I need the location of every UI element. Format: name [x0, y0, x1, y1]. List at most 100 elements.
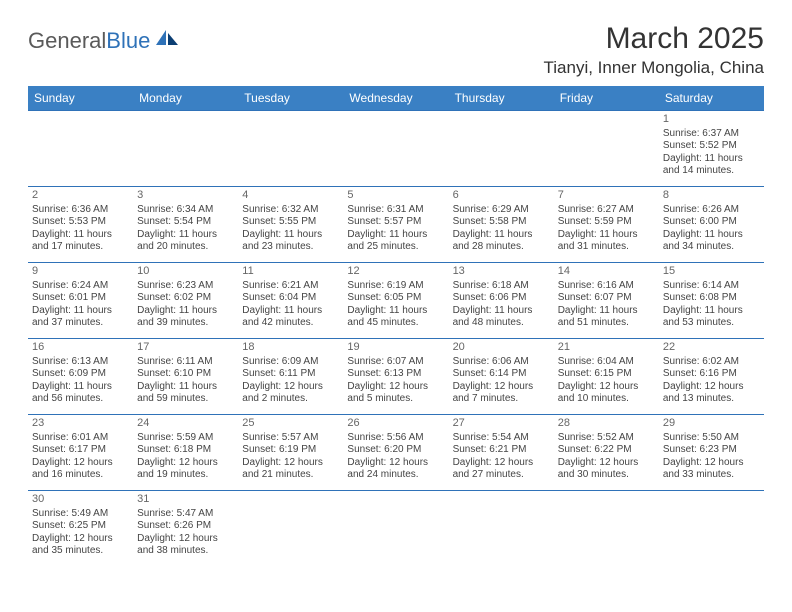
day-info: Sunrise: 6:13 AMSunset: 6:09 PMDaylight:… [32, 356, 129, 406]
sunrise-text: Sunrise: 6:26 AM [663, 204, 760, 217]
sunrise-text: Sunrise: 5:56 AM [347, 432, 444, 445]
sunset-text: Sunset: 6:13 PM [347, 368, 444, 381]
sunset-text: Sunset: 5:52 PM [663, 140, 760, 153]
sunset-text: Sunset: 6:02 PM [137, 292, 234, 305]
daylight-text: Daylight: 11 hours and 48 minutes. [453, 305, 550, 330]
sunrise-text: Sunrise: 6:23 AM [137, 280, 234, 293]
sunrise-text: Sunrise: 5:54 AM [453, 432, 550, 445]
day-number: 12 [347, 265, 444, 279]
day-number: 13 [453, 265, 550, 279]
day-info: Sunrise: 6:26 AMSunset: 6:00 PMDaylight:… [663, 204, 760, 254]
day-number: 14 [558, 265, 655, 279]
day-info: Sunrise: 6:11 AMSunset: 6:10 PMDaylight:… [137, 356, 234, 406]
day-number: 8 [663, 189, 760, 203]
sunset-text: Sunset: 6:14 PM [453, 368, 550, 381]
day-info: Sunrise: 6:18 AMSunset: 6:06 PMDaylight:… [453, 280, 550, 330]
calendar-day-cell: 27Sunrise: 5:54 AMSunset: 6:21 PMDayligh… [449, 415, 554, 491]
calendar-day-cell: 26Sunrise: 5:56 AMSunset: 6:20 PMDayligh… [343, 415, 448, 491]
logo-sail-icon [154, 28, 180, 54]
calendar-day-cell [28, 111, 133, 187]
daylight-text: Daylight: 11 hours and 45 minutes. [347, 305, 444, 330]
day-number: 1 [663, 113, 760, 127]
day-info: Sunrise: 6:21 AMSunset: 6:04 PMDaylight:… [242, 280, 339, 330]
sunset-text: Sunset: 6:25 PM [32, 520, 129, 533]
daylight-text: Daylight: 12 hours and 13 minutes. [663, 381, 760, 406]
daylight-text: Daylight: 12 hours and 5 minutes. [347, 381, 444, 406]
sunset-text: Sunset: 6:26 PM [137, 520, 234, 533]
day-number: 27 [453, 417, 550, 431]
day-number: 17 [137, 341, 234, 355]
calendar-day-cell: 4Sunrise: 6:32 AMSunset: 5:55 PMDaylight… [238, 187, 343, 263]
day-info: Sunrise: 5:47 AMSunset: 6:26 PMDaylight:… [137, 508, 234, 558]
day-info: Sunrise: 5:49 AMSunset: 6:25 PMDaylight:… [32, 508, 129, 558]
logo: GeneralBlue [28, 28, 180, 54]
daylight-text: Daylight: 12 hours and 33 minutes. [663, 457, 760, 482]
sunset-text: Sunset: 6:04 PM [242, 292, 339, 305]
day-info: Sunrise: 6:09 AMSunset: 6:11 PMDaylight:… [242, 356, 339, 406]
sunset-text: Sunset: 6:16 PM [663, 368, 760, 381]
calendar-day-cell: 19Sunrise: 6:07 AMSunset: 6:13 PMDayligh… [343, 339, 448, 415]
daylight-text: Daylight: 12 hours and 10 minutes. [558, 381, 655, 406]
day-number: 4 [242, 189, 339, 203]
day-number: 3 [137, 189, 234, 203]
calendar-week-row: 23Sunrise: 6:01 AMSunset: 6:17 PMDayligh… [28, 415, 764, 491]
sunrise-text: Sunrise: 6:31 AM [347, 204, 444, 217]
day-info: Sunrise: 6:31 AMSunset: 5:57 PMDaylight:… [347, 204, 444, 254]
sunset-text: Sunset: 6:19 PM [242, 444, 339, 457]
calendar-day-cell: 18Sunrise: 6:09 AMSunset: 6:11 PMDayligh… [238, 339, 343, 415]
day-info: Sunrise: 6:04 AMSunset: 6:15 PMDaylight:… [558, 356, 655, 406]
sunset-text: Sunset: 6:22 PM [558, 444, 655, 457]
day-info: Sunrise: 6:32 AMSunset: 5:55 PMDaylight:… [242, 204, 339, 254]
calendar-page: GeneralBlue March 2025 Tianyi, Inner Mon… [0, 0, 792, 572]
daylight-text: Daylight: 12 hours and 21 minutes. [242, 457, 339, 482]
day-info: Sunrise: 6:27 AMSunset: 5:59 PMDaylight:… [558, 204, 655, 254]
calendar-day-cell: 2Sunrise: 6:36 AMSunset: 5:53 PMDaylight… [28, 187, 133, 263]
sunset-text: Sunset: 5:55 PM [242, 216, 339, 229]
day-info: Sunrise: 6:02 AMSunset: 6:16 PMDaylight:… [663, 356, 760, 406]
weekday-header: Sunday [28, 86, 133, 111]
day-number: 26 [347, 417, 444, 431]
day-info: Sunrise: 6:07 AMSunset: 6:13 PMDaylight:… [347, 356, 444, 406]
daylight-text: Daylight: 11 hours and 42 minutes. [242, 305, 339, 330]
sunset-text: Sunset: 6:01 PM [32, 292, 129, 305]
weekday-header: Thursday [449, 86, 554, 111]
day-info: Sunrise: 5:52 AMSunset: 6:22 PMDaylight:… [558, 432, 655, 482]
header: GeneralBlue March 2025 Tianyi, Inner Mon… [28, 22, 764, 78]
sunrise-text: Sunrise: 5:50 AM [663, 432, 760, 445]
calendar-day-cell: 29Sunrise: 5:50 AMSunset: 6:23 PMDayligh… [659, 415, 764, 491]
calendar-day-cell: 17Sunrise: 6:11 AMSunset: 6:10 PMDayligh… [133, 339, 238, 415]
sunset-text: Sunset: 6:07 PM [558, 292, 655, 305]
calendar-day-cell: 30Sunrise: 5:49 AMSunset: 6:25 PMDayligh… [28, 491, 133, 562]
sunset-text: Sunset: 6:23 PM [663, 444, 760, 457]
sunset-text: Sunset: 6:20 PM [347, 444, 444, 457]
calendar-day-cell: 11Sunrise: 6:21 AMSunset: 6:04 PMDayligh… [238, 263, 343, 339]
day-info: Sunrise: 5:57 AMSunset: 6:19 PMDaylight:… [242, 432, 339, 482]
sunrise-text: Sunrise: 6:16 AM [558, 280, 655, 293]
sunrise-text: Sunrise: 5:47 AM [137, 508, 234, 521]
sunrise-text: Sunrise: 6:02 AM [663, 356, 760, 369]
calendar-day-cell: 31Sunrise: 5:47 AMSunset: 6:26 PMDayligh… [133, 491, 238, 562]
sunrise-text: Sunrise: 6:27 AM [558, 204, 655, 217]
day-number: 25 [242, 417, 339, 431]
day-info: Sunrise: 6:19 AMSunset: 6:05 PMDaylight:… [347, 280, 444, 330]
calendar-day-cell [659, 491, 764, 562]
calendar-day-cell [449, 491, 554, 562]
day-info: Sunrise: 5:54 AMSunset: 6:21 PMDaylight:… [453, 432, 550, 482]
calendar-day-cell [554, 111, 659, 187]
calendar-day-cell: 16Sunrise: 6:13 AMSunset: 6:09 PMDayligh… [28, 339, 133, 415]
calendar-day-cell: 28Sunrise: 5:52 AMSunset: 6:22 PMDayligh… [554, 415, 659, 491]
daylight-text: Daylight: 11 hours and 53 minutes. [663, 305, 760, 330]
day-number: 29 [663, 417, 760, 431]
calendar-day-cell: 25Sunrise: 5:57 AMSunset: 6:19 PMDayligh… [238, 415, 343, 491]
calendar-day-cell: 9Sunrise: 6:24 AMSunset: 6:01 PMDaylight… [28, 263, 133, 339]
logo-text-1: General [28, 28, 106, 54]
calendar-day-cell: 20Sunrise: 6:06 AMSunset: 6:14 PMDayligh… [449, 339, 554, 415]
calendar-day-cell: 24Sunrise: 5:59 AMSunset: 6:18 PMDayligh… [133, 415, 238, 491]
calendar-day-cell [449, 111, 554, 187]
daylight-text: Daylight: 12 hours and 16 minutes. [32, 457, 129, 482]
calendar-day-cell: 10Sunrise: 6:23 AMSunset: 6:02 PMDayligh… [133, 263, 238, 339]
sunset-text: Sunset: 5:59 PM [558, 216, 655, 229]
day-info: Sunrise: 6:06 AMSunset: 6:14 PMDaylight:… [453, 356, 550, 406]
daylight-text: Daylight: 12 hours and 27 minutes. [453, 457, 550, 482]
sunrise-text: Sunrise: 6:19 AM [347, 280, 444, 293]
